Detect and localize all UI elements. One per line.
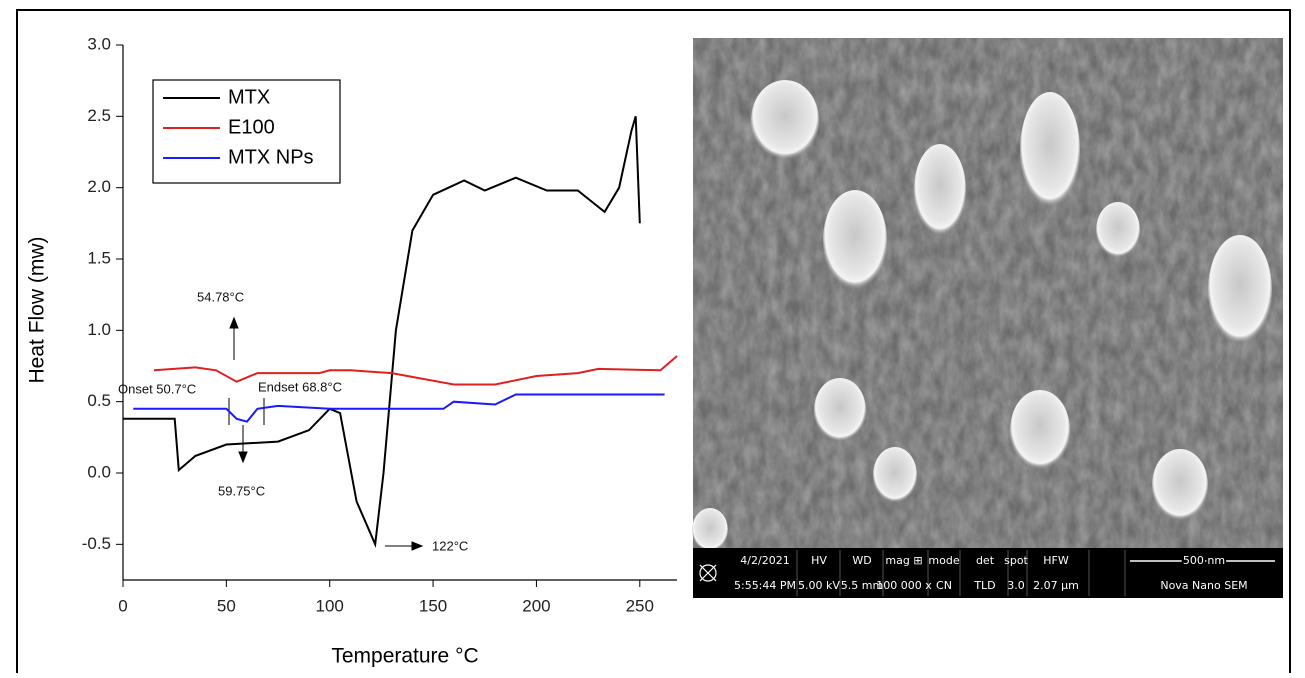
frame bbox=[16, 9, 1291, 678]
legend-label: MTX NPs bbox=[228, 146, 314, 168]
annotation: Endset 68.8°C bbox=[258, 379, 342, 394]
x-tick-label: 150 bbox=[419, 596, 447, 615]
info-header: det bbox=[976, 554, 995, 567]
sem-logo bbox=[699, 564, 717, 582]
info-value: 100 000 x bbox=[876, 579, 932, 592]
info-header: 500 nm bbox=[1183, 554, 1225, 567]
y-tick-label: 2.0 bbox=[87, 177, 111, 196]
annotation: 122°C bbox=[432, 538, 468, 553]
legend-label: MTX bbox=[228, 86, 270, 108]
x-axis-label: Temperature °C bbox=[331, 645, 478, 668]
info-value: Nova Nano SEM bbox=[1160, 579, 1247, 592]
x-tick-label: 0 bbox=[118, 596, 127, 615]
x-tick-label: 250 bbox=[626, 596, 654, 615]
y-tick-label: 0.5 bbox=[87, 391, 111, 410]
y-tick-label: 0.0 bbox=[87, 462, 111, 481]
y-axis-label: Heat Flow (mw) bbox=[26, 236, 49, 383]
x-tick-label: 100 bbox=[316, 596, 344, 615]
info-value: TLD bbox=[973, 579, 995, 592]
info-header: HFW bbox=[1043, 554, 1069, 567]
y-tick-label: 1.0 bbox=[87, 320, 111, 339]
particles bbox=[692, 80, 1272, 552]
info-bar bbox=[693, 548, 1283, 598]
info-value: 3.0 bbox=[1007, 579, 1025, 592]
y-tick-label: -0.5 bbox=[82, 534, 111, 553]
info-header: WD bbox=[852, 554, 871, 567]
info-header: 4/2/2021 bbox=[740, 554, 789, 567]
info-header: spot bbox=[1004, 554, 1028, 567]
y-tick-label: 1.5 bbox=[87, 248, 111, 267]
annotation: 59.75°C bbox=[218, 483, 265, 498]
dsc-chart: Heat Flow (mw) Temperature °C 0 50 100 150 2… bbox=[26, 34, 678, 668]
info-header: mag ⊞ bbox=[885, 554, 922, 567]
info-header: mode bbox=[928, 554, 959, 567]
series-line bbox=[133, 393, 665, 423]
x-tick-label: 200 bbox=[522, 596, 550, 615]
y-tick-label: 3.0 bbox=[87, 34, 111, 53]
series-line bbox=[123, 116, 641, 549]
info-value: 5:55:44 PM bbox=[734, 579, 796, 592]
annotation: Onset 50.7°C bbox=[118, 381, 196, 396]
info-value: CN bbox=[936, 579, 952, 592]
info-value: 2.07 µm bbox=[1033, 579, 1079, 592]
x-tick-label: 50 bbox=[217, 596, 236, 615]
series-line bbox=[153, 355, 678, 386]
info-value: 5.5 mm bbox=[841, 579, 883, 592]
annotation: 54.78°C bbox=[197, 289, 244, 304]
y-tick-label: 2.5 bbox=[87, 106, 111, 125]
info-value: 5.00 kV bbox=[798, 579, 840, 592]
info-header: HV bbox=[811, 554, 827, 567]
legend-label: E100 bbox=[228, 116, 275, 138]
